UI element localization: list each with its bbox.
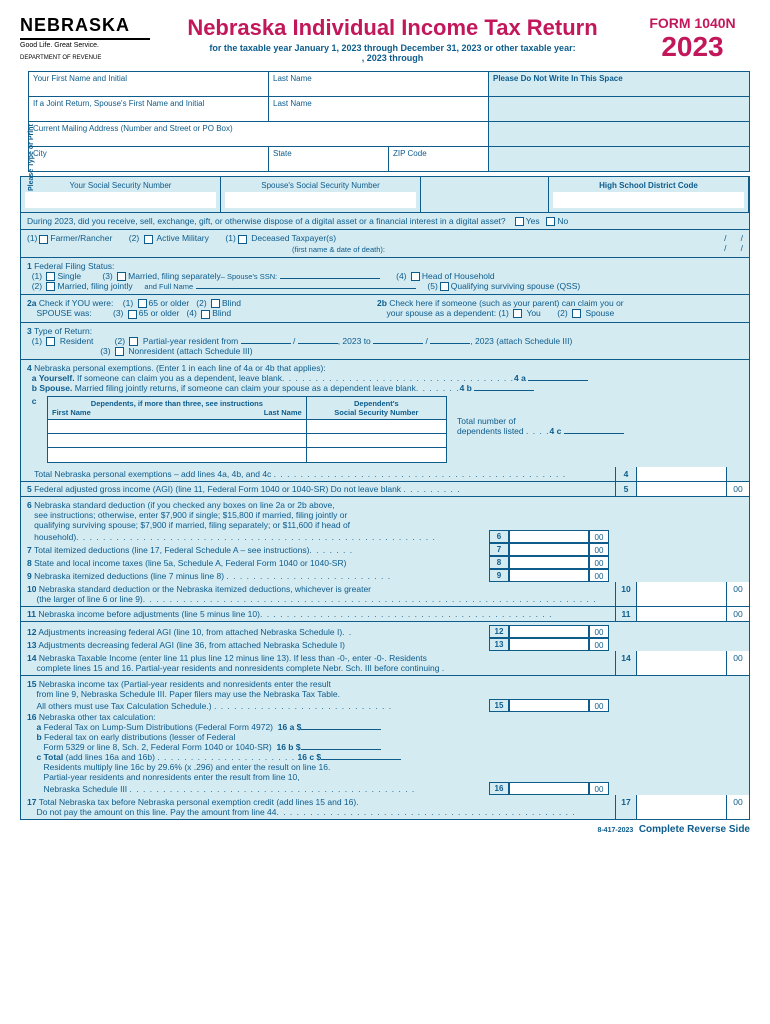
line-13-amount[interactable] — [509, 638, 589, 651]
nonresident-checkbox[interactable] — [115, 347, 124, 356]
you-blind-checkbox[interactable] — [211, 299, 220, 308]
city-label: City — [29, 147, 269, 171]
line-8-amount[interactable] — [509, 556, 589, 569]
dep-ssn-1[interactable] — [307, 420, 446, 433]
farmer-checkbox[interactable] — [39, 235, 48, 244]
subtitle2: , 2023 through — [150, 53, 635, 63]
dept-name: DEPARTMENT OF REVENUE — [20, 55, 150, 61]
hoh-checkbox[interactable] — [411, 272, 420, 281]
spouse-ssn-input[interactable] — [225, 192, 416, 208]
side-label: Please Type or Print — [28, 124, 35, 191]
line-14-amount[interactable] — [637, 651, 727, 675]
line-1: 1 Federal Filing Status: (1) Single (3) … — [21, 258, 749, 296]
footer: 8-417-2023 Complete Reverse Side — [20, 824, 750, 835]
dep-you-checkbox[interactable] — [513, 309, 522, 318]
line-17: 17 Total Nebraska tax before Nebraska pe… — [21, 795, 749, 819]
line-17-amount[interactable] — [637, 795, 727, 819]
spouse-65-checkbox[interactable] — [128, 310, 137, 319]
joint-last-label: Last Name — [269, 97, 489, 121]
line-2: 2a Check if YOU were: (1) 65 or older (2… — [21, 295, 749, 323]
digital-no-checkbox[interactable] — [546, 217, 555, 226]
dep-ssn-3[interactable] — [307, 448, 446, 462]
military-checkbox[interactable] — [144, 235, 153, 244]
dep-name-2[interactable] — [48, 434, 307, 447]
line-14: 14 Nebraska Taxable Income (enter line 1… — [21, 651, 749, 676]
form-number-area: FORM 1040N 2023 — [635, 15, 750, 63]
zip-label: ZIP Code — [389, 147, 489, 171]
last-name-label: Last Name — [269, 72, 489, 96]
line-10: 10 Nebraska standard deduction or the Ne… — [21, 582, 749, 607]
digital-yes-checkbox[interactable] — [515, 217, 524, 226]
partial-checkbox[interactable] — [129, 337, 138, 346]
district-input[interactable] — [553, 192, 744, 208]
address-label: Current Mailing Address (Number and Stre… — [29, 122, 489, 146]
line-11-amount[interactable] — [637, 607, 727, 621]
dep-spouse-checkbox[interactable] — [572, 309, 581, 318]
mfs-checkbox[interactable] — [117, 272, 126, 281]
logo-area: NEBRASKA Good Life. Great Service. DEPAR… — [20, 15, 150, 61]
digital-asset-question: During 2023, did you receive, sell, exch… — [21, 213, 749, 230]
single-checkbox[interactable] — [46, 272, 55, 281]
form-year: 2023 — [635, 31, 750, 63]
line-4-total: Total Nebraska personal exemptions – add… — [21, 467, 749, 482]
status-checks-row: (1)Farmer/Rancher (2) Active Military (1… — [21, 230, 749, 257]
form-label: FORM 1040N — [635, 15, 750, 31]
spouse-ssn-label: Spouse's Social Security Number — [221, 177, 421, 212]
joint-first-label: If a Joint Return, Spouse's First Name a… — [29, 97, 269, 121]
line-15-amount[interactable] — [509, 699, 589, 712]
line-12-13: 12 Adjustments increasing federal AGI (l… — [21, 622, 749, 651]
spouse-blind-checkbox[interactable] — [201, 310, 210, 319]
line-10-amount[interactable] — [637, 582, 727, 606]
line-7-amount[interactable] — [509, 543, 589, 556]
state-name: NEBRASKA — [20, 15, 150, 40]
main-title: Nebraska Individual Income Tax Return — [150, 15, 635, 41]
state-label: State — [269, 147, 389, 171]
dep-ssn-2[interactable] — [307, 434, 446, 447]
subtitle1: for the taxable year January 1, 2023 thr… — [150, 43, 635, 53]
line-5: 5 Federal adjusted gross income (AGI) (l… — [21, 482, 749, 497]
you-65-checkbox[interactable] — [138, 299, 147, 308]
mfj-checkbox[interactable] — [46, 282, 55, 291]
no-write-label: Please Do Not Write In This Space — [489, 72, 749, 96]
qss-checkbox[interactable] — [440, 282, 449, 291]
deceased-checkbox[interactable] — [238, 235, 247, 244]
your-ssn-label: Your Social Security Number — [21, 177, 221, 212]
first-name-label: Your First Name and Initial — [29, 72, 269, 96]
line-11: 11 Nebraska income before adjustments (l… — [21, 607, 749, 622]
title-area: Nebraska Individual Income Tax Return fo… — [150, 15, 635, 63]
resident-checkbox[interactable] — [46, 337, 55, 346]
line-6-amount[interactable] — [509, 530, 589, 543]
line-9-amount[interactable] — [509, 569, 589, 582]
dep-name-3[interactable] — [48, 448, 307, 462]
line-3: 3 Type of Return: (1) Resident (2) Parti… — [21, 323, 749, 361]
line-4-amount[interactable] — [637, 467, 727, 481]
line-5-amount[interactable] — [637, 482, 727, 496]
tagline: Good Life. Great Service. — [20, 42, 150, 49]
line-12-amount[interactable] — [509, 625, 589, 638]
line-4: 4 Nebraska personal exemptions. (Enter 1… — [21, 360, 749, 396]
line-15-16-block: 15 Nebraska income tax (Partial-year res… — [21, 676, 749, 795]
main-form: Your Social Security Number Spouse's Soc… — [20, 176, 750, 820]
personal-info-block: Your First Name and Initial Last Name Pl… — [28, 71, 750, 172]
your-ssn-input[interactable] — [25, 192, 216, 208]
line-16-amount[interactable] — [509, 782, 589, 795]
line-6-9-block: 6 Nebraska standard deduction (if you ch… — [21, 497, 749, 582]
dep-name-1[interactable] — [48, 420, 307, 433]
district-label: High School District Code — [549, 177, 749, 212]
